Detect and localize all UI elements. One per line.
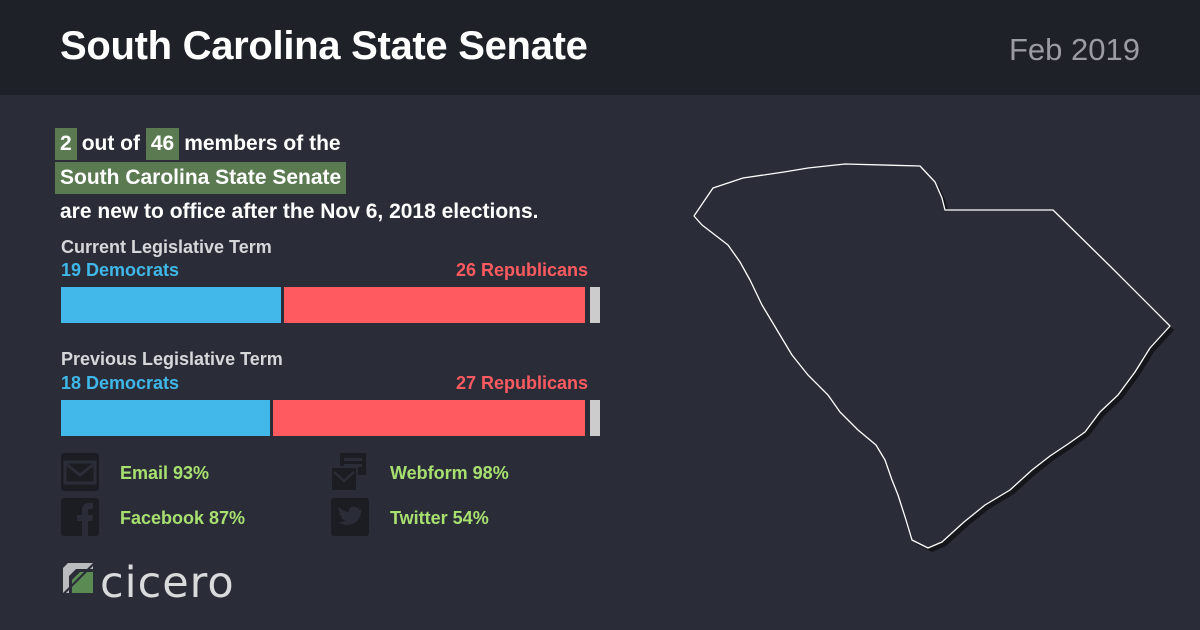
intro-line-1: 2 out of 46 members of the [55,127,675,161]
date-label: Feb 2019 [1009,32,1140,67]
twitter-icon [331,498,369,536]
current-democrats-segment [61,287,282,323]
intro-statement: 2 out of 46 members of the South Carolina … [55,127,675,229]
previous-democrats-segment [61,400,270,436]
chamber-name: South Carolina State Senate [55,162,347,194]
intro-line-3: are new to office after the Nov 6, 2018 … [55,195,675,229]
intro-out-of: out of [81,132,140,155]
intro-members-of-the: members of the [184,132,341,155]
current-term-bar [61,287,600,323]
facebook-icon [61,498,99,536]
current-republicans-segment [284,287,586,323]
previous-other-segment [590,400,600,436]
previous-republicans-segment [272,400,586,436]
current-other-segment [590,287,600,323]
facebook-stat: Facebook 87% [120,508,246,528]
current-democrats-label: 19 Democrats [61,260,180,280]
previous-term-bar [61,400,600,436]
total-member-count: 46 [145,128,180,160]
cicero-logo-text: cicero [100,558,235,608]
new-member-count: 2 [55,128,77,160]
cicero-logo-icon [63,563,93,593]
email-stat: Email 93% [120,463,210,483]
previous-democrats-label: 18 Democrats [61,373,180,393]
webform-stat: Webform 98% [390,463,509,483]
envelope-icon [61,453,99,491]
intro-suffix: are new to office after the Nov 6, 2018 … [60,200,539,223]
webform-icon [330,453,366,492]
current-term-label: Current Legislative Term [61,237,272,257]
south-carolina-map [693,163,1174,552]
current-republicans-label: 26 Republicans [455,260,588,280]
previous-term-label: Previous Legislative Term [61,349,283,369]
twitter-stat: Twitter 54% [390,508,489,528]
intro-line-2: South Carolina State Senate [55,161,675,195]
previous-republicans-label: 27 Republicans [455,373,588,393]
page-title: South Carolina State Senate [60,24,588,68]
header-bar: South Carolina State Senate Feb 2019 [0,0,1200,95]
